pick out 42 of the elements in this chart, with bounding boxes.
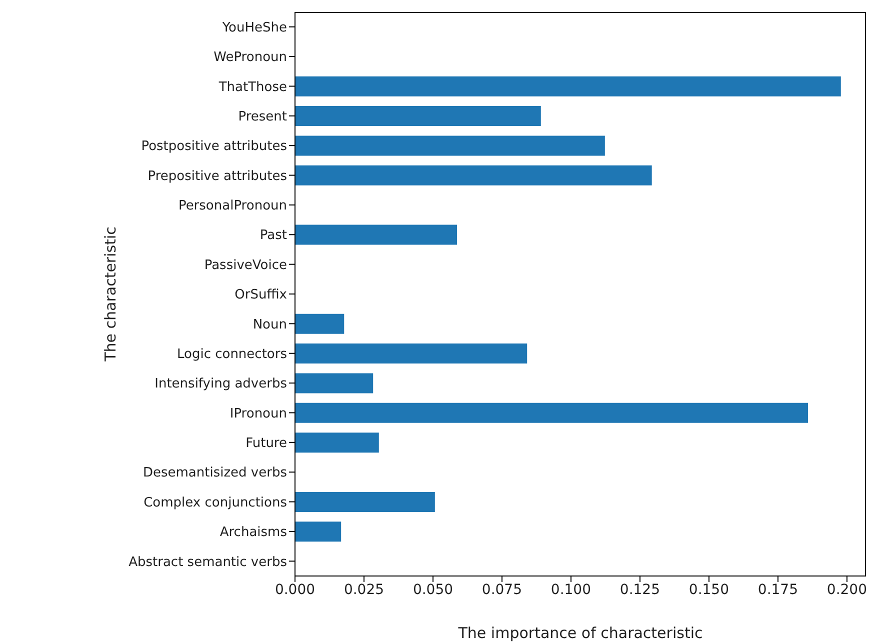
y-tick-label: WePronoun xyxy=(214,50,287,66)
x-tick-label: 0.125 xyxy=(620,582,660,598)
y-tick-label: PassiveVoice xyxy=(204,258,287,273)
bar xyxy=(295,165,652,186)
x-tick-label: 0.000 xyxy=(274,582,316,598)
y-tick-label: Logic connectors xyxy=(176,346,288,362)
y-tick-label: PersonalPronoun xyxy=(178,198,287,214)
bar xyxy=(295,224,457,245)
bar xyxy=(295,402,808,423)
y-tick-label: Present xyxy=(238,110,287,125)
y-tick-label: Prepositive attributes xyxy=(148,168,288,184)
bar xyxy=(295,373,374,394)
y-tick-label: Desemantisized verbs xyxy=(142,466,288,481)
y-axis-title: The characteristic xyxy=(101,226,120,362)
y-tick-label: Archaisms xyxy=(220,525,288,540)
x-tick-label: 0.200 xyxy=(826,582,868,598)
x-tick-label: 0.025 xyxy=(344,582,384,598)
y-tick-label: ThatThose xyxy=(218,80,287,95)
x-tick-label: 0.075 xyxy=(482,582,522,598)
bar xyxy=(295,106,541,126)
y-tick-label: Postpositive attributes xyxy=(141,139,288,154)
y-tick-label: IPronoun xyxy=(230,406,287,422)
bar xyxy=(295,314,344,334)
y-tick-label: YouHeShe xyxy=(221,20,287,36)
x-tick-label: 0.100 xyxy=(550,582,592,598)
x-tick-label: 0.175 xyxy=(758,582,798,598)
y-tick-label: Past xyxy=(260,228,287,244)
y-tick-label: OrSuffix xyxy=(234,288,288,303)
y-tick-label: Future xyxy=(246,436,287,452)
bar xyxy=(295,136,605,156)
y-tick-label: Intensifying adverbs xyxy=(154,376,288,392)
y-tick-label: Noun xyxy=(252,317,287,332)
x-tick-label: 0.050 xyxy=(412,582,454,598)
bar xyxy=(295,432,379,453)
bar xyxy=(295,492,435,512)
bar xyxy=(295,344,528,364)
x-tick-label: 0.150 xyxy=(688,582,730,598)
bar xyxy=(295,76,841,96)
bar xyxy=(295,522,342,542)
y-tick-label: Complex conjunctions xyxy=(144,495,288,510)
x-axis-title: The importance of characteristic xyxy=(457,624,703,642)
y-tick-label: Abstract semantic verbs xyxy=(128,554,288,570)
